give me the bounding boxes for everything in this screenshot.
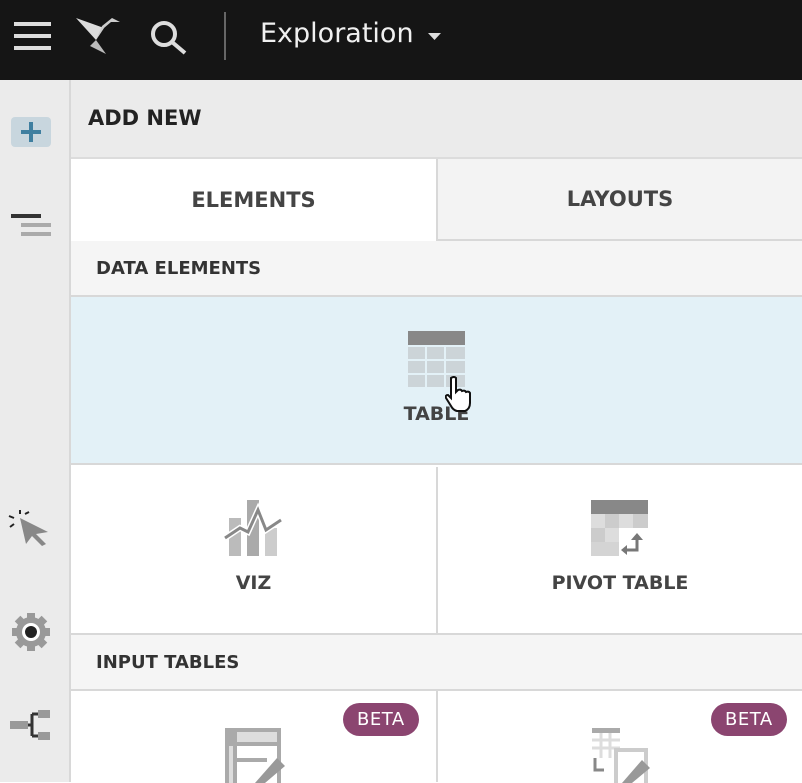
left-rail [0,80,71,782]
viz-label: VIZ [235,572,272,594]
pivot-table-label: PIVOT TABLE [551,572,689,594]
top-bar: Exploration [0,0,802,80]
beta-badge: BETA [711,703,787,736]
input-table-card-1[interactable]: BETA [71,691,436,783]
add-new-panel: ADD NEW ELEMENTS LAYOUTS DATA ELEMENTS T… [71,80,802,783]
pivot-table-icon [591,500,648,556]
table-icon [407,331,465,387]
search-icon[interactable] [150,20,188,56]
panel-header: ADD NEW [71,80,802,159]
gear-icon[interactable] [11,612,51,652]
input-table-icon [225,728,285,783]
table-element-card[interactable]: TABLE [71,297,802,465]
plus-icon[interactable] [11,117,51,147]
hand-cursor-icon [445,376,471,412]
input-table-card-2[interactable]: BETA [436,691,802,783]
linked-input-table-icon [592,728,650,783]
viz-icon [223,500,283,556]
tree-icon[interactable] [10,710,52,740]
workbook-title[interactable]: Exploration [260,18,414,49]
beta-badge: BETA [343,703,419,736]
divider [224,12,226,60]
viz-element-card[interactable]: VIZ [71,467,436,635]
section-data-elements: DATA ELEMENTS [71,241,802,297]
chevron-down-icon[interactable] [428,33,441,41]
outline-icon[interactable] [11,214,53,246]
tab-elements[interactable]: ELEMENTS [71,159,436,241]
cursor-click-icon[interactable] [8,510,52,546]
section-input-tables: INPUT TABLES [71,635,802,691]
pivot-table-element-card[interactable]: PIVOT TABLE [436,467,802,635]
menu-icon[interactable] [14,22,51,52]
tab-layouts[interactable]: LAYOUTS [436,159,802,241]
logo-icon[interactable] [76,16,122,56]
